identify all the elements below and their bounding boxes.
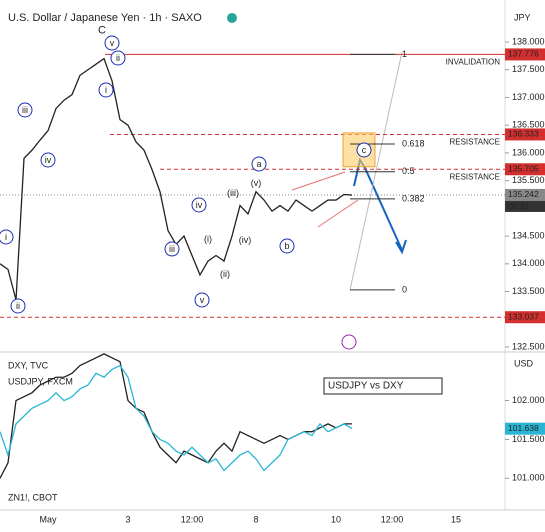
fib-trend [349,51,403,291]
wave-label: (iv) [239,235,252,245]
fib-label: 0 [402,284,407,294]
wave-label: ii [16,301,20,311]
price-box [505,188,545,201]
wave-circle [40,152,56,168]
price-box [505,422,545,435]
x-tick-label: 12:00 [381,514,404,524]
countdown-box [505,200,545,212]
status-dot [227,13,237,23]
wave-label: iv [196,200,203,210]
wave-circle [98,82,114,98]
price-label: 133.037 [508,311,539,321]
arrow-head [395,239,407,255]
wave-label: (v) [251,178,262,188]
channel-line [317,199,359,228]
wave-circle [110,50,126,66]
wave-label: c [362,145,367,155]
wave-circle [191,197,207,213]
price-label: 135.242 [508,189,539,199]
price-box [505,128,545,141]
x-tick-label: 3 [125,514,130,524]
price-label: 135.705 [508,164,539,174]
y-tick-label: 138.000 [512,36,545,46]
compare-line [0,364,353,472]
wave-circle [251,156,267,172]
fib-label: 0.382 [402,193,425,203]
wave-circle [279,238,295,254]
channel-line [291,171,346,191]
wave-label: v [110,38,115,48]
wave-circle [104,35,120,51]
wave-circle [0,229,14,245]
y-tick-label: 133.500 [512,286,545,296]
y-tick-label: 136.500 [512,120,545,130]
wave-label: (i) [204,234,212,244]
lower-title: DXY, TVC [8,360,49,370]
x-tick-label: 8 [253,514,258,524]
wave-label: i [5,232,7,242]
wave-label: C [98,24,106,36]
x-tick-label: 15 [451,514,461,524]
wave-label: (ii) [220,269,230,279]
wave-label: iv [45,155,52,165]
price-box [505,48,545,61]
level-label: INVALIDATION [446,58,501,67]
fib-label: 0.5 [402,166,415,176]
wave-label: a [256,159,261,169]
price-label: 136.333 [508,129,539,139]
footer-pane: ZN1!, CBOT [8,492,58,502]
overlay-title: USDJPY, FXCM [8,376,73,386]
wave-label: i [105,85,107,95]
y-tick-label: 102.000 [512,395,545,405]
wave-circle [10,298,26,314]
y-tick-label: 134.000 [512,258,545,268]
price-box [505,163,545,176]
countdown: 00:21 [508,201,530,211]
y-tick-label: 101.000 [512,473,545,483]
wave-label: iii [169,244,175,254]
y-tick-label: 136.000 [512,147,545,157]
wave-label: b [284,241,289,251]
currency: JPY [514,12,531,22]
y-tick-label: 137.000 [512,92,545,102]
fib-label: 1 [402,49,407,59]
event-icon [341,334,357,350]
wave-label: v [200,295,205,305]
level-label: RESISTANCE [449,172,500,181]
y-tick-label: 101.500 [512,434,545,444]
price-box [505,311,545,324]
level-label: RESISTANCE [449,138,500,147]
wave-label: ii [116,53,120,63]
wave-circle [356,142,372,158]
y-tick-label: 134.500 [512,230,545,240]
wave-circle [164,241,180,257]
wave-circle [194,292,210,308]
fib-label: 0.618 [402,138,425,148]
wave-circle [17,102,33,118]
price-label: 101.638 [508,423,539,433]
x-tick-label: May [39,514,57,524]
chart-title: U.S. Dollar / Japanese Yen · 1h · SAXO [8,12,202,24]
wave-label: (iii) [227,188,239,198]
wave-label: iii [22,105,28,115]
currency-lower: USD [514,358,534,368]
y-tick-label: 132.500 [512,341,545,351]
x-tick-label: 10 [331,514,341,524]
x-tick-label: 12:00 [181,514,204,524]
y-tick-label: 137.500 [512,64,545,74]
price-label: 137.776 [508,49,539,59]
note-box [323,377,443,395]
note-text: USDJPY vs DXY [328,381,404,392]
y-tick-label: 135.500 [512,175,545,185]
